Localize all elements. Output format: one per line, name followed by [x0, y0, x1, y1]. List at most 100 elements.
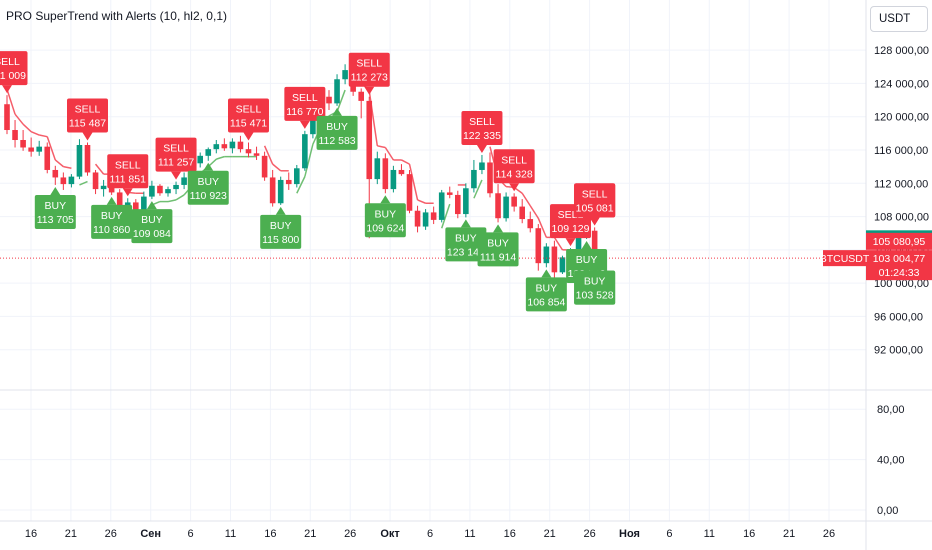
candle[interactable]: [36, 140, 42, 156]
candle[interactable]: [44, 142, 51, 174]
buy-signal-label[interactable]: BUY 111 914: [477, 224, 519, 267]
candle[interactable]: [382, 153, 389, 194]
candle[interactable]: [471, 159, 477, 193]
candle[interactable]: [543, 243, 550, 268]
signal-pointer: [332, 107, 343, 116]
sell-signal-label[interactable]: SELL 115 487: [67, 98, 108, 141]
candle[interactable]: [221, 138, 228, 151]
candle[interactable]: [20, 130, 26, 151]
candle[interactable]: [358, 88, 364, 119]
candle[interactable]: [535, 224, 542, 271]
buy-signal-label[interactable]: BUY 113 705: [34, 186, 76, 229]
candle[interactable]: [4, 95, 10, 135]
candle[interactable]: [213, 140, 220, 154]
candle[interactable]: [455, 190, 461, 219]
candle[interactable]: [438, 189, 445, 223]
candle[interactable]: [229, 138, 236, 154]
candle[interactable]: [422, 209, 429, 230]
candle[interactable]: [390, 165, 397, 193]
candle-body: [543, 246, 550, 264]
candle[interactable]: [245, 142, 252, 158]
candle[interactable]: [414, 205, 421, 233]
candle[interactable]: [157, 184, 163, 196]
buy-signal-label[interactable]: BUY 103 528: [574, 262, 616, 305]
price-axis[interactable]: 128 000,00 124 000,00 120 000,00 116 000,00…: [874, 45, 929, 357]
candle[interactable]: [92, 169, 99, 195]
candle[interactable]: [374, 151, 381, 185]
candle[interactable]: [100, 179, 107, 197]
sell-signal-label[interactable]: SELL 111 851: [107, 154, 149, 197]
candles[interactable]: [4, 60, 598, 281]
candle[interactable]: [302, 130, 308, 171]
candle[interactable]: [430, 206, 437, 225]
sell-signal-label[interactable]: SELL 116 770: [284, 86, 326, 129]
candle[interactable]: [294, 164, 300, 188]
candle[interactable]: [197, 152, 203, 168]
candle[interactable]: [277, 176, 284, 205]
candle[interactable]: [527, 211, 534, 233]
candle[interactable]: [149, 180, 155, 200]
buy-signal-label[interactable]: BUY 110 860: [91, 196, 133, 239]
candle[interactable]: [68, 174, 75, 188]
signals[interactable]: SELL 121 009 BUY 113 705 SELL 115 487 BUY 110 8…: [0, 51, 616, 312]
buy-signal-label[interactable]: BUY 109 084: [131, 201, 173, 244]
candle[interactable]: [511, 193, 517, 212]
candle[interactable]: [285, 172, 292, 190]
signal-pointer: [364, 86, 375, 95]
candle[interactable]: [253, 146, 260, 160]
sell-signal-label[interactable]: SELL 115 471: [228, 98, 269, 141]
currency-button[interactable]: USDT: [870, 6, 928, 32]
candle[interactable]: [261, 151, 268, 181]
candle[interactable]: [60, 172, 67, 190]
candle[interactable]: [342, 64, 348, 85]
candle-body: [471, 169, 477, 189]
price-tick-label: 92 000,00: [874, 345, 923, 357]
candle[interactable]: [52, 165, 59, 185]
candle[interactable]: [503, 192, 509, 222]
candle[interactable]: [181, 172, 187, 190]
buy-signal-label[interactable]: BUY 115 800: [260, 206, 302, 249]
candle[interactable]: [398, 164, 405, 176]
sell-signal-label[interactable]: SELL 121 009: [0, 51, 28, 94]
sell-signal-label[interactable]: SELL 111 257: [155, 137, 197, 180]
indicator-legend[interactable]: PRO SuperTrend with Alerts (10, hl2, 0,1…: [6, 9, 227, 23]
signal-type: BUY: [326, 121, 348, 133]
candle[interactable]: [76, 139, 83, 180]
candle[interactable]: [326, 90, 332, 111]
candle[interactable]: [487, 152, 493, 198]
sell-signal-label[interactable]: SELL 105 081: [574, 183, 616, 226]
candle[interactable]: [479, 154, 485, 175]
oscillator-axis[interactable]: 80,00 40,00 0,00: [877, 404, 905, 517]
candle[interactable]: [237, 135, 244, 153]
candle[interactable]: [173, 181, 179, 195]
candle[interactable]: [269, 169, 276, 207]
buy-signal-label[interactable]: BUY 109 624: [364, 195, 406, 238]
candle[interactable]: [334, 74, 340, 106]
candle[interactable]: [12, 120, 18, 148]
candle[interactable]: [495, 184, 501, 223]
candle[interactable]: [446, 186, 453, 199]
candle[interactable]: [141, 191, 147, 212]
candle[interactable]: [28, 137, 34, 157]
candle[interactable]: [406, 169, 413, 214]
buy-signal-label[interactable]: BUY 106 854: [525, 269, 567, 312]
sell-signal-label[interactable]: SELL 114 328: [493, 149, 535, 192]
trend-segment: [63, 165, 72, 170]
time-axis[interactable]: 16 21 26 Сен 6 11 16 21 26 Окт 6 11 16 21 26 Ноя 6 11 16 21…: [25, 528, 835, 540]
candle[interactable]: [463, 183, 469, 218]
candle[interactable]: [84, 142, 91, 176]
signal-box: [574, 270, 616, 305]
candle[interactable]: [165, 186, 171, 197]
candle-body: [334, 79, 340, 104]
candle[interactable]: [205, 147, 212, 161]
buy-signal-label[interactable]: BUY 123 145: [445, 219, 487, 262]
sell-signal-label[interactable]: SELL 122 335: [461, 110, 503, 153]
buy-signal-label[interactable]: BUY 112 583: [316, 107, 358, 150]
candle[interactable]: [551, 240, 558, 281]
candle[interactable]: [559, 255, 566, 274]
candle-body: [253, 153, 260, 156]
buy-signal-label[interactable]: BUY 110 923: [187, 162, 229, 205]
sell-signal-label[interactable]: SELL 112 273: [348, 52, 390, 95]
candle[interactable]: [519, 199, 525, 224]
